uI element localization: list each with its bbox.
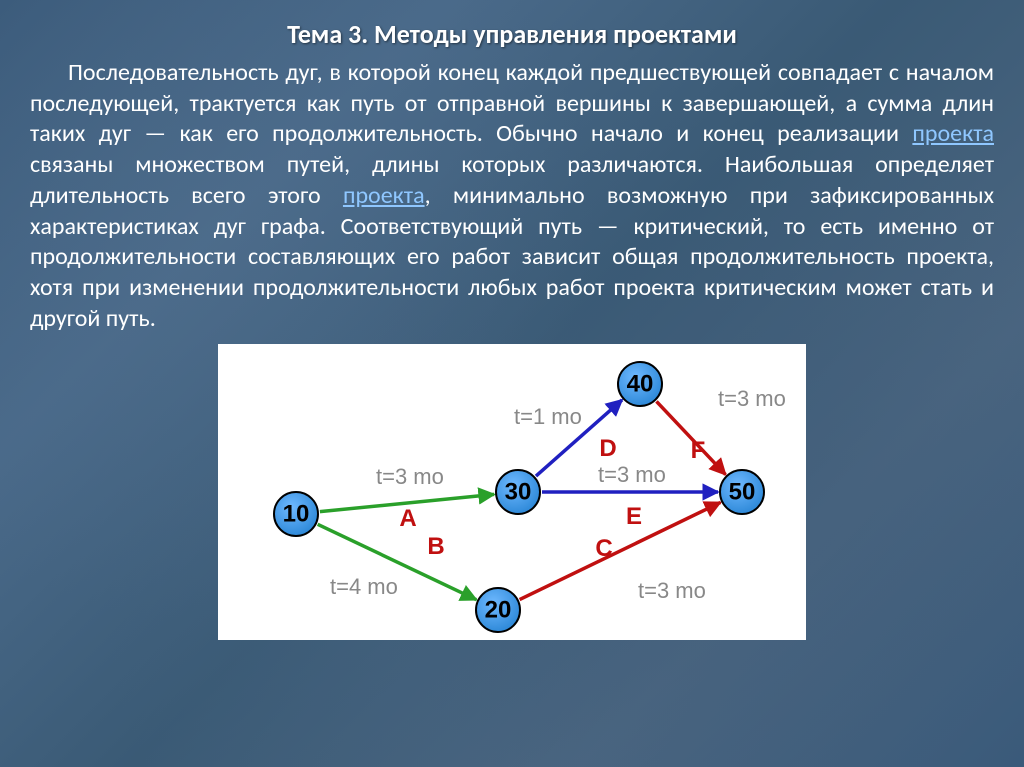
edge-time-F: t=3 mo xyxy=(718,386,786,411)
node-label-10: 10 xyxy=(283,501,310,528)
edge-time-C: t=3 mo xyxy=(638,578,706,603)
link-project-2[interactable]: проекта xyxy=(343,181,425,210)
network-diagram: t=3 mo At=4 mo Bt=1 mo Dt=3 mo Et=3 mo Ft=3 m… xyxy=(218,344,806,640)
edge-time-A: t=3 mo xyxy=(376,464,444,489)
node-label-50: 50 xyxy=(729,479,756,506)
text-seg1: Последовательность дуг, в которой конец … xyxy=(30,58,994,148)
edge-label-E: E xyxy=(626,503,642,530)
page-title: Тема 3. Методы управления проектами xyxy=(0,0,1024,50)
edge-time-B: t=4 mo xyxy=(330,574,398,599)
edge-label-C: C xyxy=(595,535,612,562)
link-project-1[interactable]: проекта xyxy=(912,119,994,148)
edge-label-A: A xyxy=(399,505,416,532)
edge-label-D: D xyxy=(599,435,616,462)
edge-label-B: B xyxy=(427,533,444,560)
node-label-40: 40 xyxy=(627,371,654,398)
edge-label-F: F xyxy=(691,437,706,464)
edge-time-D: t=1 mo xyxy=(514,404,582,429)
body-paragraph: Последовательность дуг, в которой конец … xyxy=(0,50,1024,334)
node-label-20: 20 xyxy=(485,597,512,624)
node-label-30: 30 xyxy=(505,479,532,506)
edge-time-E: t=3 mo xyxy=(598,462,666,487)
